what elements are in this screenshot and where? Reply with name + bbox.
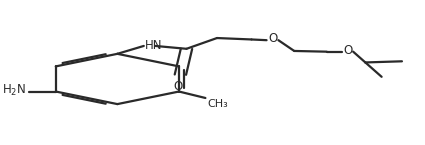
Text: H$_2$N: H$_2$N <box>3 83 26 98</box>
Text: HN: HN <box>145 39 162 52</box>
Text: CH₃: CH₃ <box>207 99 228 109</box>
Text: O: O <box>174 80 183 93</box>
Text: O: O <box>269 32 278 45</box>
Text: O: O <box>343 44 352 57</box>
